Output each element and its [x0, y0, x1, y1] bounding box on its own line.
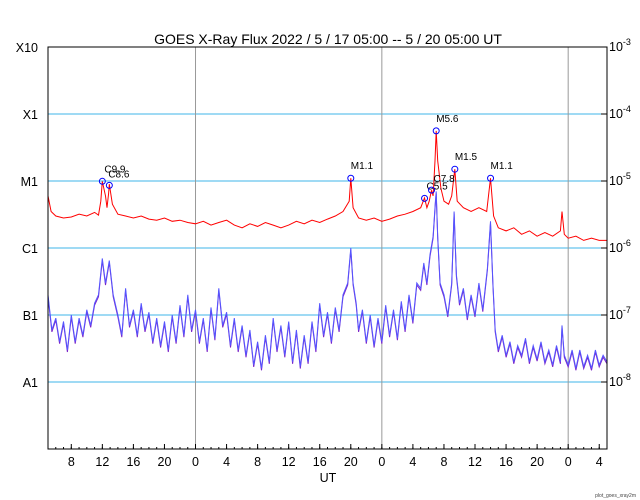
x-axis-tick-label: 20	[158, 455, 172, 469]
right-axis-label-base: 10	[609, 308, 623, 322]
right-axis-label-exponent: -4	[623, 104, 631, 114]
left-axis-label-b1: B1	[23, 309, 38, 323]
x-axis-tick-label: 4	[223, 455, 230, 469]
x-axis-tick-label: 0	[378, 455, 385, 469]
left-axis-label-m1: M1	[21, 175, 38, 189]
right-axis-label: 10-8	[609, 372, 631, 389]
left-axis-label-x10: X10	[16, 41, 38, 55]
right-axis-label: 10-5	[609, 171, 631, 188]
x-axis-tick-label: 12	[468, 455, 482, 469]
x-axis-tick-label: 4	[596, 455, 603, 469]
flare-marker	[432, 127, 440, 135]
flare-label: C9.9	[104, 164, 126, 175]
flare-label: M1.1	[491, 161, 514, 172]
right-axis-label-base: 10	[609, 40, 623, 54]
series-line-long-channel	[47, 130, 607, 241]
flare-label: M1.1	[351, 161, 374, 172]
x-axis-tick-label: 12	[95, 455, 109, 469]
right-axis-label-exponent: -5	[623, 171, 631, 181]
flare-annotations: C9.9C8.6 M1.1 C5.5C7.8 M5.6 M1.5 M1.1	[98, 114, 514, 202]
x-axis-tick-label: 16	[499, 455, 513, 469]
flare-label: C7.8	[434, 174, 456, 185]
x-axis-tick-label: 16	[313, 455, 327, 469]
right-axis-label-base: 10	[609, 375, 623, 389]
flare-label: M5.6	[436, 114, 459, 125]
x-axis-tick-label: 0	[565, 455, 572, 469]
right-axis-label-exponent: -8	[623, 372, 631, 382]
x-axis-tick-label: 16	[126, 455, 140, 469]
x-axis-tick-label: 20	[344, 455, 358, 469]
left-axis-label-a1: A1	[23, 376, 38, 390]
right-axis-label-base: 10	[609, 241, 623, 255]
series-line-short-channel	[47, 191, 608, 369]
flare-marker	[105, 181, 113, 189]
right-axis-label-base: 10	[609, 174, 623, 188]
chart-title: GOES X-Ray Flux 2022 / 5 / 17 05:00 -- 5…	[154, 31, 502, 47]
grid-layer	[48, 47, 607, 449]
flare-label: C5.5	[427, 181, 449, 192]
flare-marker	[451, 165, 459, 173]
right-axis-label: 10-7	[609, 305, 631, 322]
x-axis-tick-label: 20	[530, 455, 544, 469]
flare-marker	[421, 194, 429, 202]
x-axis-label: UT	[320, 471, 337, 485]
left-axis-label-x1: X1	[23, 108, 38, 122]
right-axis-label-exponent: -7	[623, 305, 631, 315]
right-axis-label-exponent: -3	[623, 37, 631, 47]
x-axis-tick-label: 8	[254, 455, 261, 469]
series-line-short-channel-shadow	[47, 193, 608, 371]
right-axis-label-base: 10	[609, 107, 623, 121]
right-axis-label: 10-3	[609, 37, 631, 54]
x-axis-tick-label: 0	[192, 455, 199, 469]
x-axis-tick-label: 4	[409, 455, 416, 469]
flare-label: C8.6	[108, 169, 130, 180]
flare-marker	[428, 186, 436, 194]
x-axis-tick-label: 8	[440, 455, 447, 469]
flare-marker	[487, 174, 495, 182]
flare-marker	[347, 174, 355, 182]
series-layer	[47, 130, 608, 371]
flare-marker	[98, 177, 106, 185]
right-axis-label: 10-4	[609, 104, 631, 121]
x-axis-tick-label: 8	[68, 455, 75, 469]
left-axis-label-c1: C1	[22, 242, 38, 256]
right-axis-label-exponent: -6	[623, 238, 631, 248]
plot-credit: plot_goes_xray2m	[595, 493, 636, 499]
flare-label: M1.5	[455, 152, 478, 163]
right-axis-label: 10-6	[609, 238, 631, 255]
x-axis-tick-label: 12	[282, 455, 296, 469]
